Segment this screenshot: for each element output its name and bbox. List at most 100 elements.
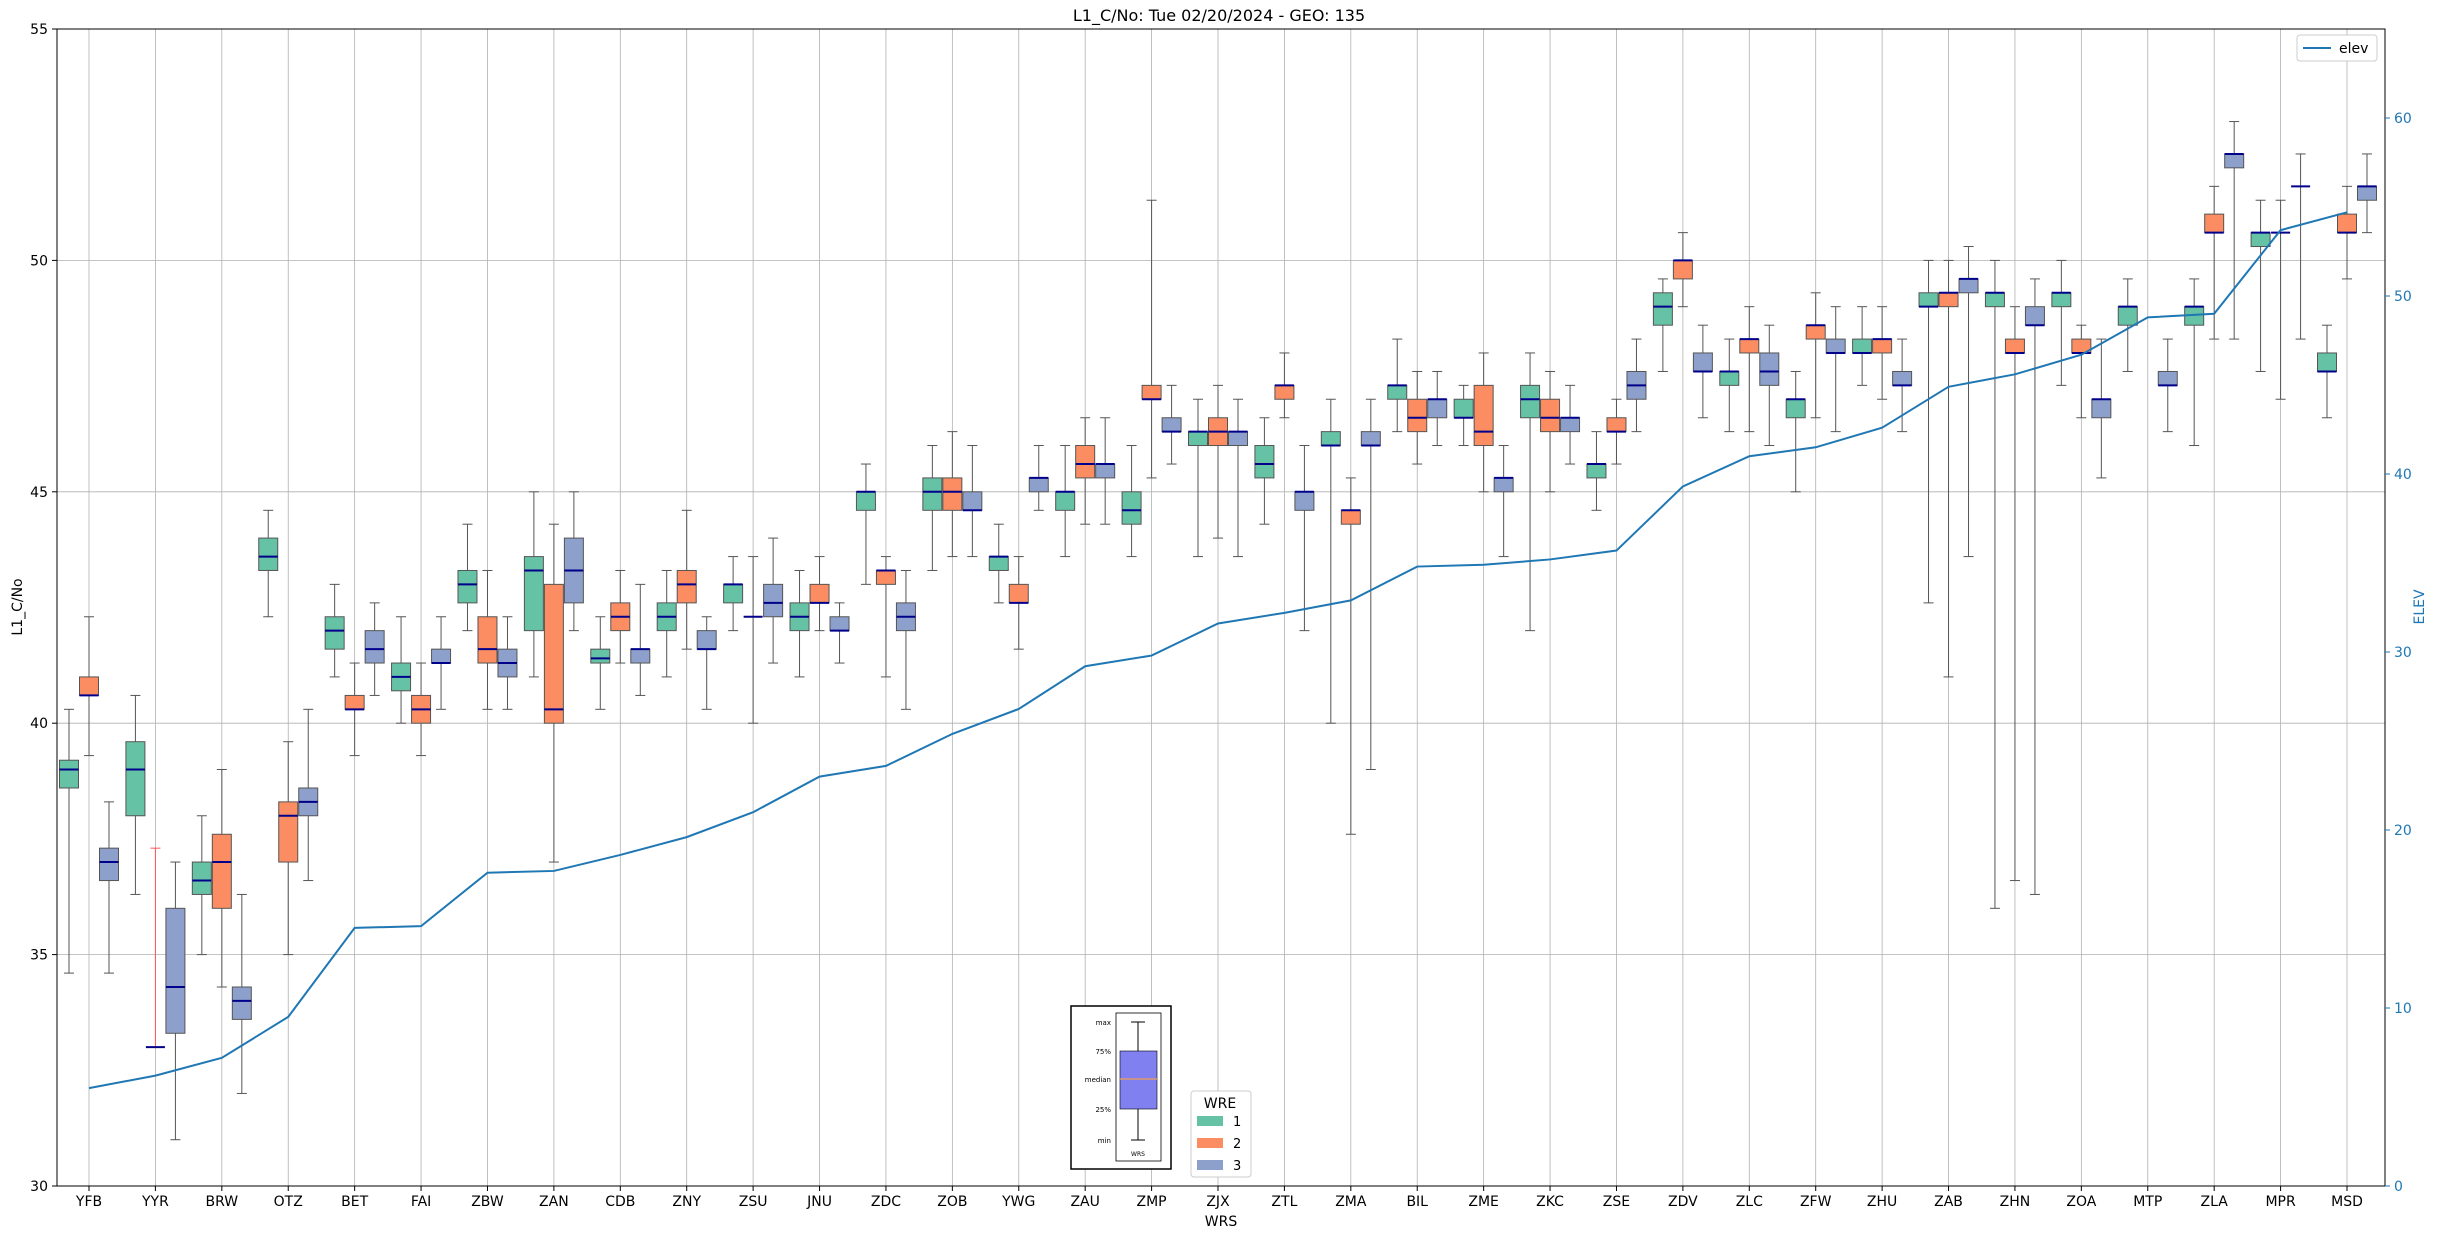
- box-3-fai: [431, 616, 452, 710]
- box-2-brw: [211, 768, 232, 988]
- box-3-zla: [2224, 121, 2245, 340]
- box-1-zmp: [1121, 445, 1142, 558]
- box-2-zse: [1606, 398, 1627, 465]
- box-body: [962, 491, 983, 511]
- box-body: [763, 583, 784, 618]
- elev-legend: elev: [2296, 34, 2378, 62]
- box-body: [344, 694, 365, 710]
- box-body: [191, 861, 212, 895]
- y-tick-label: 35: [30, 948, 48, 964]
- x-tick-label: BET: [341, 1194, 368, 1210]
- box-1-zhu: [1852, 306, 1873, 386]
- box-3-otz: [298, 708, 319, 882]
- box-2-zma: [1340, 477, 1361, 835]
- y-tick-label: 45: [30, 485, 48, 501]
- box-body: [723, 583, 744, 604]
- box-3-zjx: [1228, 398, 1248, 558]
- box-body: [1161, 417, 1182, 433]
- box-2-zla: [2204, 185, 2225, 340]
- box-body: [829, 616, 850, 632]
- box-body: [2117, 306, 2138, 326]
- box-3-zoa: [2091, 338, 2112, 479]
- box-3-cdb: [630, 583, 651, 696]
- box-1-zfw: [1785, 370, 1806, 493]
- box-2-zme: [1473, 352, 1494, 493]
- box-1-zhn: [1984, 259, 2005, 909]
- x-tick-label: ZDC: [871, 1194, 901, 1210]
- x-tick-label: ZMA: [1335, 1194, 1367, 1210]
- box-body: [523, 556, 544, 632]
- x-tick-label: ZAB: [1934, 1194, 1963, 1210]
- y-axis-right: 0 10 20 30 40 50 60: [2385, 111, 2412, 1195]
- box-body: [1254, 445, 1275, 479]
- box-2-fai: [411, 662, 432, 757]
- box-body: [1852, 338, 1873, 354]
- wre-legend-label-3: 3: [1233, 1159, 1241, 1174]
- box-body: [1075, 445, 1096, 479]
- box-body: [431, 648, 452, 664]
- box-1-cdb: [590, 616, 611, 710]
- box-3-ztl: [1294, 445, 1315, 632]
- box-3-msd: [2357, 153, 2377, 234]
- box-body: [278, 801, 299, 863]
- box-body: [324, 616, 345, 650]
- box-body: [59, 759, 79, 789]
- box-2-zmp: [1141, 199, 1162, 479]
- x-tick-label: ZFW: [1800, 1194, 1832, 1210]
- box-2-zhn: [2004, 306, 2025, 882]
- box-1-yyr: [125, 694, 146, 895]
- box-2-otz: [278, 741, 299, 956]
- box-2-zab: [1938, 259, 1959, 678]
- box-body: [2250, 232, 2271, 248]
- box-body: [1938, 292, 1959, 308]
- box-body: [1387, 384, 1408, 400]
- box-2-zfw: [1805, 292, 1826, 419]
- box-body: [1274, 384, 1295, 400]
- box-3-zny: [696, 616, 717, 710]
- box-2-cdb: [610, 569, 631, 664]
- box-body: [125, 741, 146, 817]
- box-body: [1652, 292, 1673, 326]
- box-body: [1028, 477, 1049, 493]
- x-axis-label: WRS: [1205, 1214, 1238, 1230]
- box-1-zjx: [1188, 398, 1208, 558]
- wre-legend-swatch-3: [1197, 1160, 1223, 1170]
- box-body: [1008, 583, 1029, 604]
- box-3-brw: [231, 893, 252, 1094]
- box-2-zjx: [1208, 384, 1228, 539]
- box-body: [1785, 398, 1806, 419]
- x-tick-label: ZNY: [672, 1194, 701, 1210]
- x-tick-label: MSD: [2331, 1194, 2363, 1210]
- box-3-zbw: [497, 616, 518, 710]
- box-1-ztl: [1254, 417, 1275, 525]
- x-tick-label: ZSE: [1603, 1194, 1630, 1210]
- box-2-zlc: [1739, 306, 1760, 433]
- y2-tick-label: 40: [2394, 467, 2412, 483]
- box-3-ywg: [1028, 445, 1049, 511]
- box-3-zma: [1360, 398, 1381, 770]
- box-1-fai: [391, 616, 412, 724]
- box-body: [1825, 338, 1846, 354]
- y2-tick-label: 60: [2394, 111, 2412, 127]
- box-body: [2091, 398, 2112, 419]
- box-1-msd: [2317, 324, 2337, 419]
- box-1-zla: [2184, 278, 2205, 447]
- box-3-zhn: [2024, 278, 2045, 895]
- box-body: [2224, 153, 2245, 169]
- box-body: [1805, 324, 1826, 340]
- x-tick-label: ZOA: [2066, 1194, 2096, 1210]
- wre-legend: WRE 1 2 3: [1190, 1090, 1252, 1178]
- box-body: [855, 491, 876, 511]
- y2-tick-label: 0: [2394, 1179, 2403, 1195]
- box-1-zoa: [2051, 259, 2072, 386]
- box-body: [809, 583, 830, 604]
- box-2-bet: [344, 662, 365, 757]
- box-body: [1141, 384, 1162, 400]
- x-tick-label: FAI: [411, 1194, 431, 1210]
- box-body: [1719, 370, 1740, 386]
- y-tick-label: 40: [30, 716, 48, 732]
- box-body: [543, 583, 564, 724]
- x-tick-label: JNU: [806, 1194, 832, 1210]
- box-3-zan: [563, 491, 584, 632]
- y-tick-label: 55: [30, 22, 48, 38]
